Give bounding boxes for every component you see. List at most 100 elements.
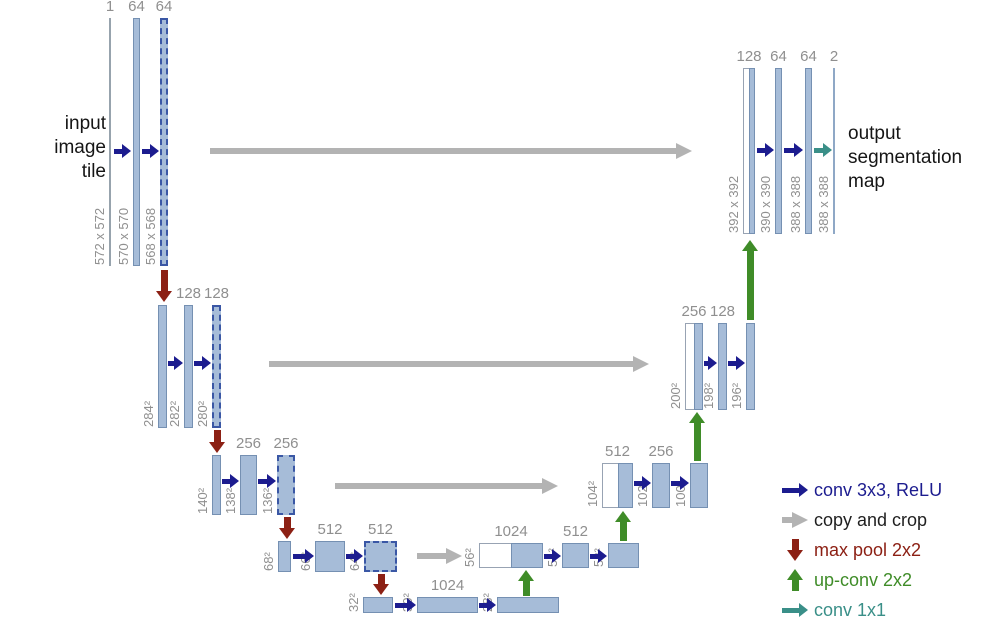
dec4-concat-copied-half <box>479 543 511 568</box>
copy-arrow-icon <box>780 512 810 528</box>
arrow-shaft <box>395 602 407 608</box>
enc2-conv1-channels-label: 128 <box>175 285 202 302</box>
bottom-conv2-feature-map <box>497 597 559 613</box>
enc2-conv1-size-label: 282² <box>167 400 182 427</box>
arrow-shaft <box>160 270 168 291</box>
dec4-conv2-feature-map <box>608 543 639 568</box>
dec1-concat-size-label: 392 x 392 <box>726 175 741 233</box>
dec2-conv1-feature-map <box>718 323 727 410</box>
arrow-head <box>373 584 389 595</box>
arrow-shaft <box>335 483 542 489</box>
arrow-head <box>708 356 717 370</box>
up-conv-arrow-icon <box>518 570 534 596</box>
arrow-head <box>552 549 561 563</box>
copy-crop-arrow-icon <box>417 548 462 564</box>
dec2-concat-feature-map <box>685 323 703 410</box>
bottom-in-feature-map <box>363 597 393 613</box>
up-conv-arrow-icon <box>615 511 631 541</box>
arrow-shaft <box>258 478 267 484</box>
conv-arrow-icon <box>671 476 689 490</box>
arrow-shaft <box>814 147 823 153</box>
enc4-conv1-channels-label: 512 <box>317 521 343 538</box>
conv-arrow-icon <box>293 549 314 563</box>
dec2-concat-copied-half <box>685 323 694 410</box>
arrow-shaft <box>728 360 736 366</box>
max-pool-arrow-icon <box>209 430 225 453</box>
arrow-head <box>742 240 758 251</box>
conv-arrow-icon <box>728 356 745 370</box>
enc1-conv1-feature-map <box>133 18 140 266</box>
legend-label: copy and crop <box>814 510 928 530</box>
arrow-shaft <box>782 487 799 493</box>
output-segmentation-map-label: output segmentation map <box>848 122 983 194</box>
enc1-conv2-feature-map <box>160 18 168 266</box>
arrow-shaft <box>590 553 598 559</box>
dec3-concat-size-label: 104² <box>585 480 600 507</box>
arrow-head <box>642 476 651 490</box>
bottom-conv1-feature-map <box>417 597 478 613</box>
arrow-head <box>787 550 803 561</box>
enc2-in-size-label: 284² <box>141 400 156 427</box>
arrow-head <box>823 143 832 157</box>
arrow-head <box>598 549 607 563</box>
arrow-shaft <box>791 580 799 591</box>
copy-crop-arrow-icon <box>210 143 692 159</box>
arrow-head <box>150 144 159 158</box>
output-map-channels-label: 2 <box>829 48 839 65</box>
dec4-conv1-feature-map <box>562 543 589 568</box>
arrow-head <box>122 144 131 158</box>
arrow-head <box>676 143 692 159</box>
input-tile-feature-map <box>109 18 111 266</box>
enc1-conv2-size-label: 568 x 568 <box>143 207 158 265</box>
enc3-conv1-channels-label: 256 <box>235 435 262 452</box>
conv-arrow-icon <box>479 598 496 612</box>
arrow-head <box>799 603 808 617</box>
dec3-conv1-feature-map <box>652 463 670 508</box>
arrow-shaft <box>704 360 708 366</box>
arrow-shaft <box>114 148 122 154</box>
enc2-conv2-size-label: 280² <box>195 400 210 427</box>
conv-arrow-icon <box>142 144 159 158</box>
enc3-conv2-channels-label: 256 <box>273 435 299 452</box>
dec1-conv1-feature-map <box>775 68 782 234</box>
arrow-head <box>765 143 774 157</box>
arrow-shaft <box>757 147 765 153</box>
dec2-concat-channels-label: 256 <box>681 303 707 320</box>
arrow-head <box>736 356 745 370</box>
conv-arrow-icon <box>704 356 717 370</box>
arrow-head <box>542 478 558 494</box>
dec1-conv2-channels-label: 64 <box>800 48 817 65</box>
enc1-conv1-channels-label: 64 <box>128 0 145 15</box>
up-conv-arrow-icon <box>689 412 705 461</box>
enc3-in-size-label: 140² <box>195 487 210 514</box>
legend-label: max pool 2x2 <box>814 540 922 560</box>
enc1-conv2-channels-label: 64 <box>155 0 173 15</box>
arrow-shaft <box>634 480 642 486</box>
up-conv-arrow-icon <box>742 240 758 320</box>
input-tile-size-label: 572 x 572 <box>92 207 107 265</box>
input-label-line3: tile <box>81 161 106 182</box>
conv1x1-arrow-icon <box>780 603 810 617</box>
dec2-concat-size-label: 200² <box>668 382 683 409</box>
arrow-shaft <box>222 478 230 484</box>
dec1-conv2-feature-map <box>805 68 812 234</box>
dec4-concat-feature-map <box>479 543 543 568</box>
conv-arrow-icon <box>168 356 183 370</box>
copy-crop-arrow-icon <box>269 356 649 372</box>
arrow-shaft <box>142 148 150 154</box>
arrow-head <box>209 442 225 453</box>
conv-arrow-icon <box>634 476 651 490</box>
input-tile-channels-label: 1 <box>105 0 115 15</box>
arrow-shaft <box>784 147 794 153</box>
arrow-head <box>680 476 689 490</box>
arrow-shaft <box>168 360 174 366</box>
conv-arrow-icon <box>114 144 131 158</box>
arrow-shaft <box>522 581 530 596</box>
arrow-head <box>174 356 183 370</box>
dec4-conv1-channels-label: 512 <box>562 523 589 540</box>
arrow-shaft <box>671 480 680 486</box>
arrow-head <box>792 512 808 528</box>
dec3-concat-upconv-half <box>617 463 633 508</box>
arrow-head <box>354 549 363 563</box>
